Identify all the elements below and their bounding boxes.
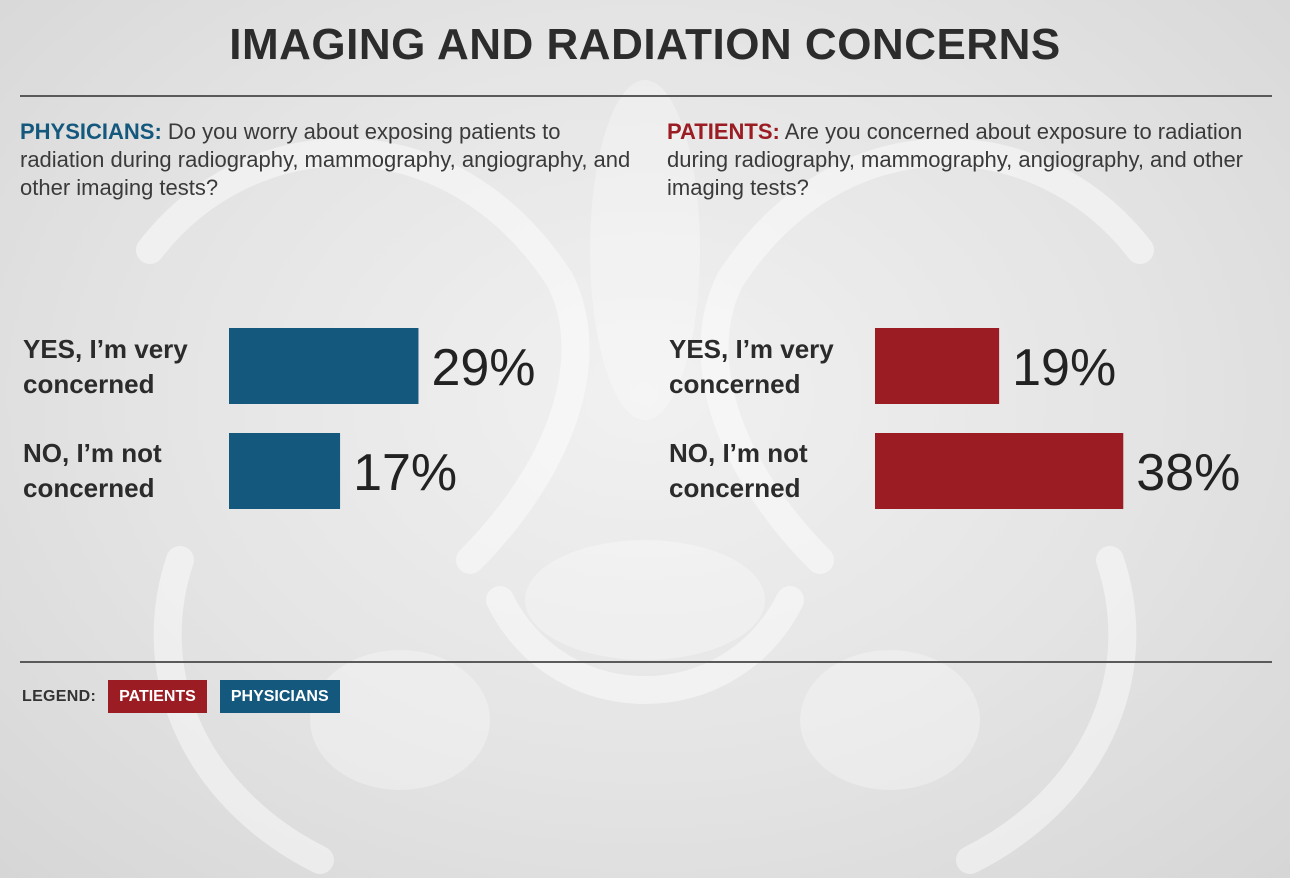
infographic-title: IMAGING AND RADIATION CONCERNS [229,20,1061,69]
patients-value-label-no: 38% [1136,444,1240,502]
legend-label: LEGEND: [22,687,97,705]
patients-question-text: Are you concerned about exposure to radi… [667,119,1244,200]
physicians-chart: YES, I’m very concerned NO, I’m not conc… [0,300,640,540]
legend-item-patients: PATIENTS [108,680,207,713]
legend-item-physicians: PHYSICIANS [219,680,340,713]
physicians-bar-yes [229,328,419,404]
top-divider [20,95,1272,97]
patients-value-label-yes: 19% [1012,339,1116,397]
bottom-divider [20,661,1272,663]
legend: LEGEND: PATIENTS PHYSICIANS [22,680,353,713]
category-label-no: NO, I’m not concerned [669,438,808,503]
physicians-question: PHYSICIANS: Do you worry about exposing … [20,118,635,202]
category-label-no: NO, I’m not concerned [23,438,162,503]
physicians-value-label-no: 17% [353,444,457,502]
patients-chart: YES, I’m very concerned NO, I’m not conc… [646,300,1286,540]
physicians-value-label-yes: 29% [431,339,535,397]
physicians-question-text: Do you worry about exposing patients to … [20,119,631,200]
category-label-yes: YES, I’m very concerned [669,334,834,399]
physicians-bars: 29% 17% [229,328,536,509]
patients-prefix: PATIENTS: [667,119,780,144]
patients-bar-no [875,433,1124,509]
patients-question: PATIENTS: Are you concerned about exposu… [667,118,1282,202]
physicians-prefix: PHYSICIANS: [20,119,162,144]
physicians-bar-no [229,433,341,509]
patients-bars: 19% 38% [875,328,1240,509]
category-label-yes: YES, I’m very concerned [23,334,188,399]
patients-bar-yes [875,328,1000,404]
